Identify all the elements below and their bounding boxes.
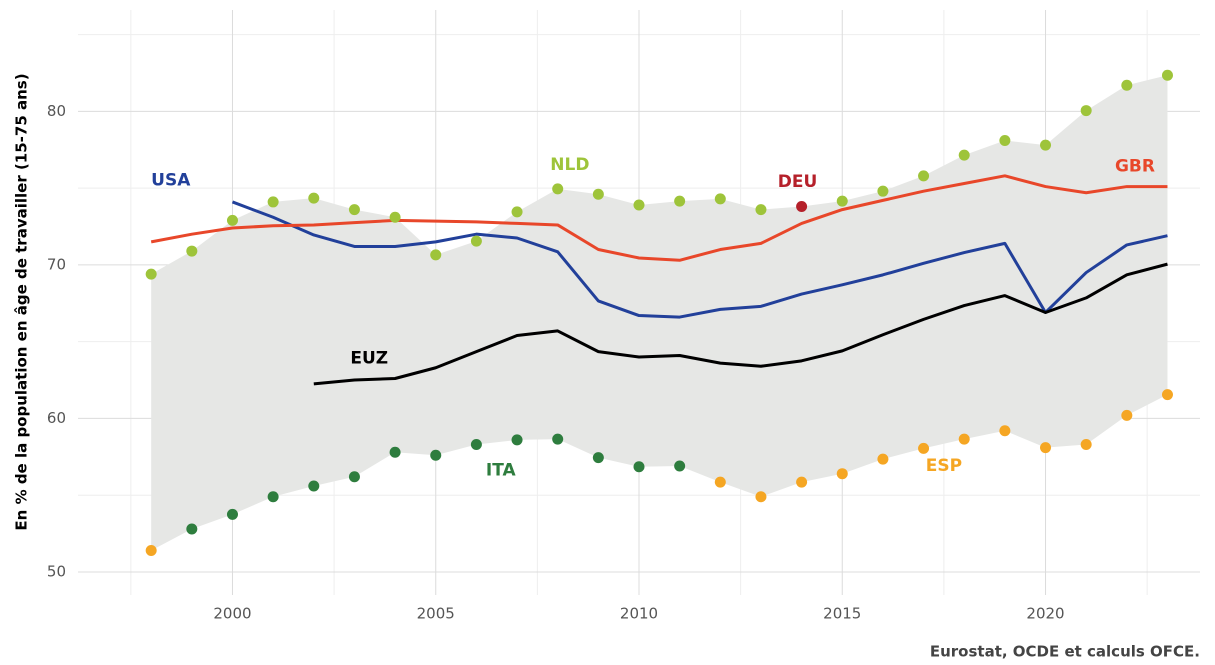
point: [430, 249, 442, 261]
point: [999, 425, 1011, 437]
point: [552, 183, 564, 195]
point: [1121, 409, 1133, 421]
group-label: ITA: [486, 461, 517, 481]
series-label: USA: [151, 170, 191, 190]
point: [470, 235, 482, 247]
x-tick-label: 2005: [417, 605, 455, 623]
point: [877, 453, 889, 465]
point: [511, 434, 523, 446]
point: [918, 442, 930, 454]
point: [470, 439, 482, 451]
point: [348, 471, 360, 483]
point: [186, 523, 198, 535]
point: [633, 461, 645, 473]
point: [186, 245, 198, 257]
x-tick-label: 2020: [1026, 605, 1064, 623]
point: [226, 508, 238, 520]
range-band: [151, 75, 1168, 551]
point: [511, 206, 523, 218]
point: [918, 170, 930, 182]
y-tick-label: 80: [47, 102, 66, 120]
point: [674, 460, 686, 472]
point: [430, 449, 442, 461]
point: [1161, 389, 1173, 401]
series-label: GBR: [1115, 157, 1155, 177]
point: [267, 491, 279, 503]
series-line: [313, 262, 1168, 386]
point: [1040, 139, 1052, 151]
point: [592, 452, 604, 464]
point: [836, 468, 848, 480]
series-line: [231, 200, 1168, 319]
point: [267, 196, 279, 208]
point: [145, 544, 157, 556]
point: [877, 185, 889, 197]
point: [633, 199, 645, 211]
point: [796, 201, 808, 213]
point: [958, 433, 970, 445]
point: [714, 476, 726, 488]
point: [1080, 105, 1092, 117]
point: [755, 491, 767, 503]
point: [226, 214, 238, 226]
x-tick-label: 2010: [620, 605, 658, 623]
series-line: [150, 174, 1168, 262]
point: [1080, 439, 1092, 451]
point: [1161, 69, 1173, 81]
point: [348, 204, 360, 216]
point: [836, 195, 848, 207]
series-label: EUZ: [350, 349, 388, 369]
point: [389, 446, 401, 458]
point: [714, 193, 726, 205]
group-label: ESP: [926, 456, 962, 476]
point: [552, 433, 564, 445]
group-label: DEU: [778, 172, 818, 192]
y-tick-label: 70: [47, 255, 66, 273]
point: [999, 135, 1011, 147]
group-label: NLD: [550, 155, 589, 175]
x-tick-label: 2015: [823, 605, 861, 623]
y-tick-label: 60: [47, 409, 66, 427]
point: [1040, 442, 1052, 454]
point: [674, 195, 686, 207]
y-axis-label: En % de la population en âge de travaill…: [13, 73, 31, 530]
point: [755, 204, 767, 216]
point: [958, 149, 970, 161]
source: Eurostat, OCDE et calculs OFCE.: [930, 643, 1200, 661]
y-tick-label: 50: [47, 562, 66, 580]
point: [145, 268, 157, 280]
point: [592, 188, 604, 200]
x-tick-label: 2000: [213, 605, 251, 623]
point: [308, 192, 320, 204]
point: [796, 476, 808, 488]
point: [1121, 79, 1133, 91]
point: [389, 211, 401, 223]
point: [308, 480, 320, 492]
